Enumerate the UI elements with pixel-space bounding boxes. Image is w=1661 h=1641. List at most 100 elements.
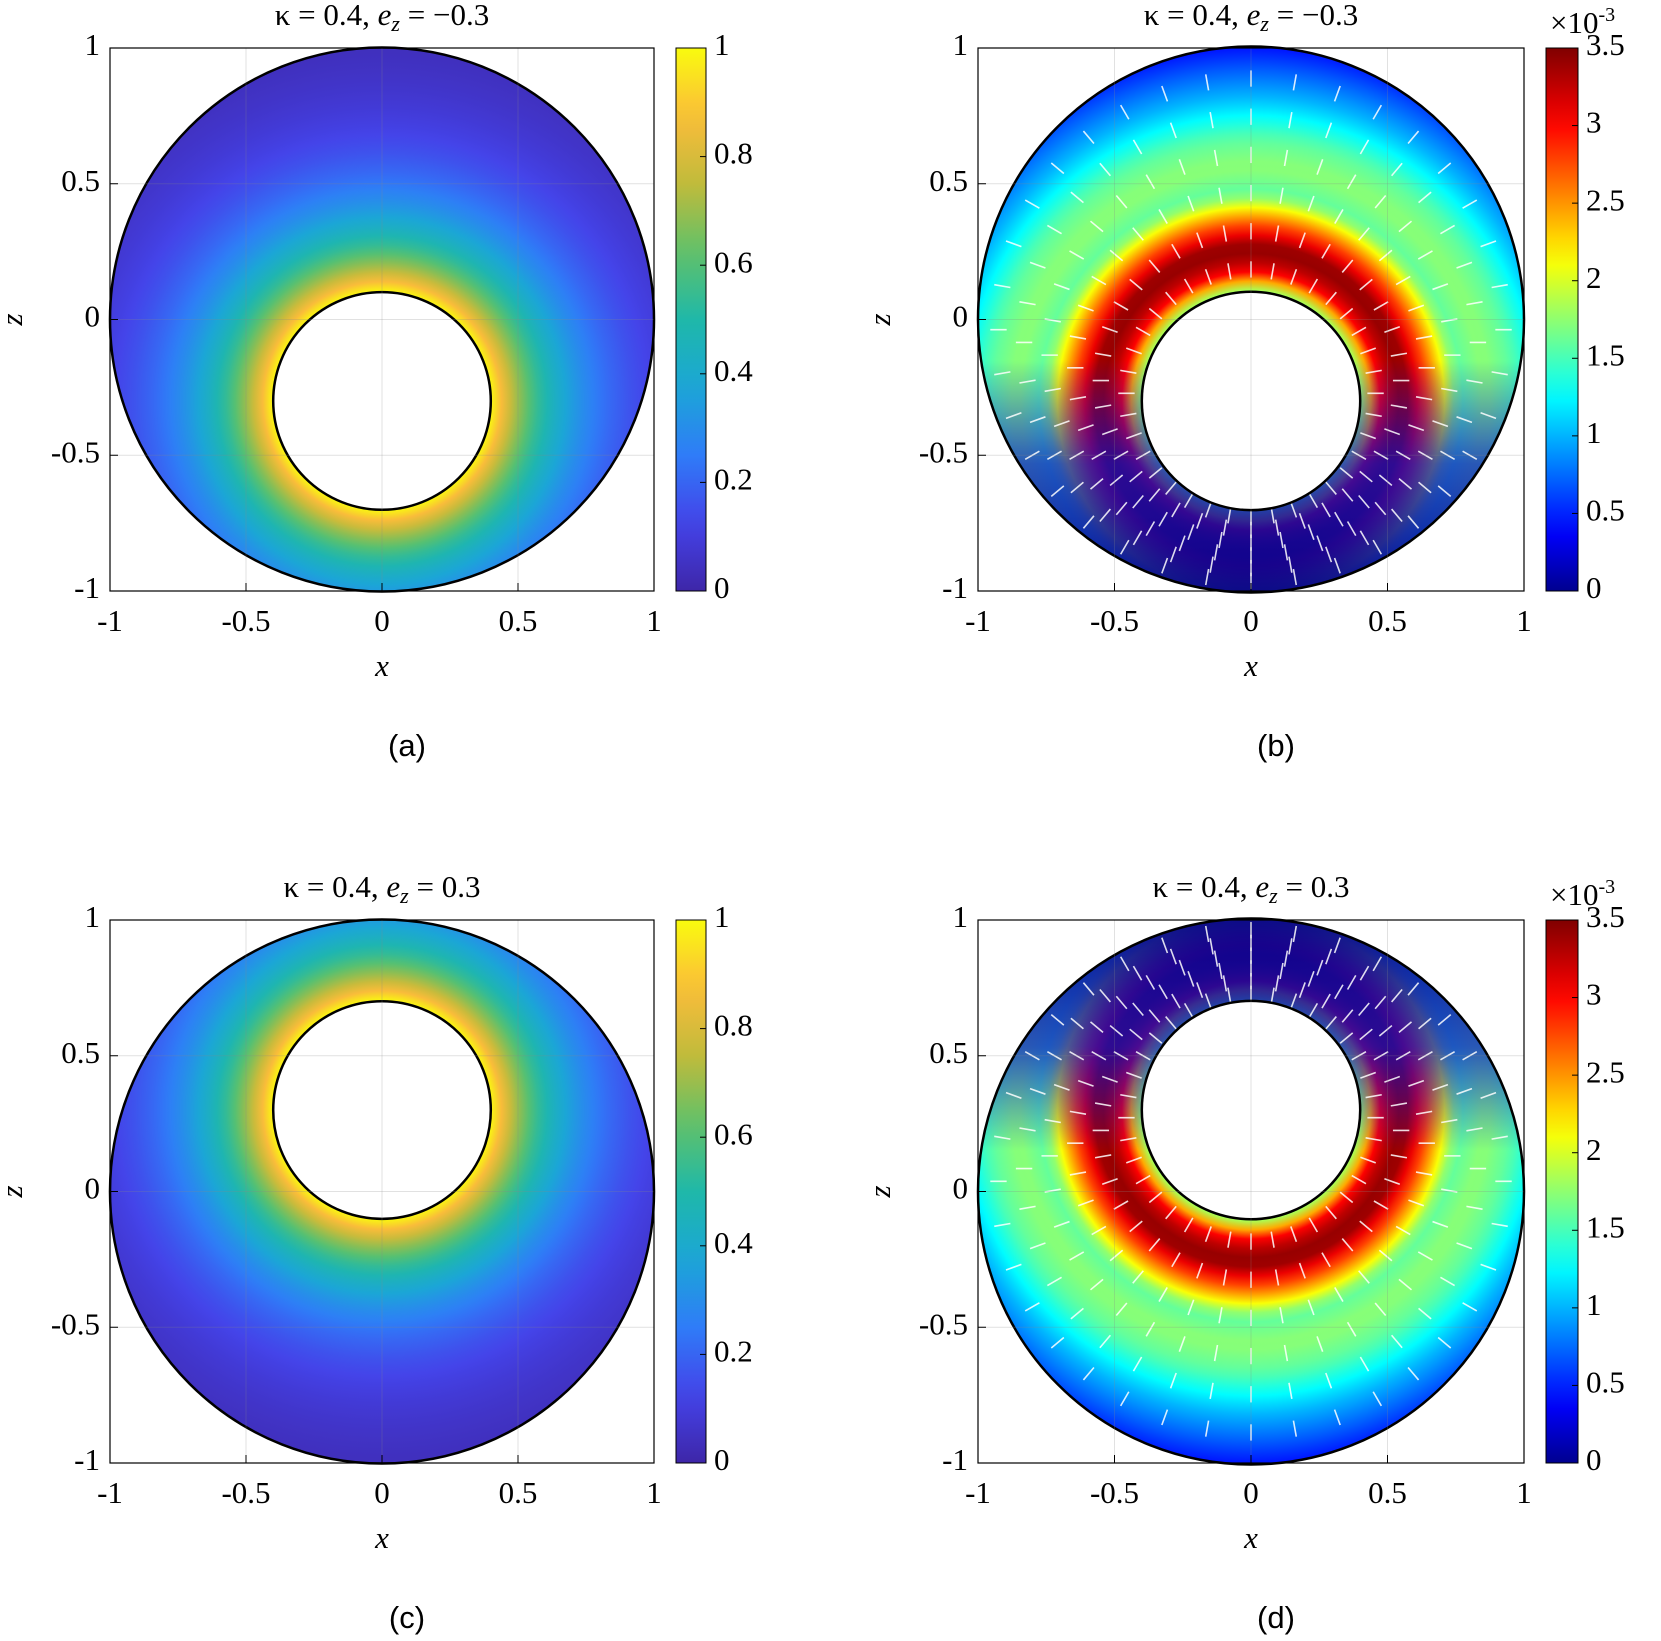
flow-arrow	[1374, 501, 1387, 516]
flow-arrow	[1290, 993, 1298, 1010]
flow-arrow	[1480, 412, 1497, 420]
flow-arrow	[1165, 1205, 1177, 1220]
flow-arrow	[1339, 307, 1354, 320]
flow-arrow	[1418, 481, 1432, 494]
flow-arrow	[1171, 993, 1181, 1009]
flow-arrow	[1359, 139, 1370, 155]
flow-arrow	[1091, 275, 1107, 286]
flow-arrow	[1373, 1200, 1389, 1210]
flow-arrow	[1491, 371, 1508, 376]
flow-arrow	[1316, 1336, 1324, 1352]
flow-arrow	[1279, 962, 1284, 980]
flow-arrow	[1307, 970, 1315, 987]
flow-arrow	[1456, 1087, 1473, 1095]
caption: (a)	[388, 728, 426, 763]
flow-arrow	[1274, 975, 1280, 992]
y-tick-label: 0.5	[929, 1035, 968, 1070]
flow-arrow	[1222, 1269, 1228, 1286]
flow-arrow	[1029, 1242, 1046, 1250]
colorbar-tick-label: 1	[1586, 1287, 1602, 1322]
title-prefix: κ = 0.4,	[1144, 0, 1247, 32]
x-tick-label: -0.5	[221, 603, 270, 638]
flow-arrow	[1283, 149, 1289, 167]
flow-arrow	[1115, 194, 1128, 209]
flow-arrow	[1346, 174, 1357, 190]
flow-arrow	[1365, 1136, 1382, 1142]
colorbar-tick-label: 0.6	[714, 1116, 753, 1151]
flow-arrow	[1132, 227, 1144, 241]
y-tick-label: 0	[953, 299, 969, 334]
y-tick-label: -1	[74, 1442, 100, 1477]
flow-arrow	[1109, 249, 1124, 262]
flow-arrow	[1395, 1050, 1411, 1061]
flow-arrow	[1044, 387, 1061, 393]
flow-arrow	[1158, 209, 1168, 224]
flow-arrow	[1279, 531, 1284, 549]
flow-arrow	[1227, 1231, 1232, 1248]
flow-arrow	[1077, 424, 1094, 432]
colorbar-tick-label: 1.5	[1586, 1209, 1625, 1244]
caption: (d)	[1257, 1600, 1295, 1635]
x-tick-label: -1	[97, 603, 123, 638]
flow-arrow	[1288, 111, 1293, 129]
flow-arrow	[1480, 1091, 1497, 1099]
flow-arrow	[1178, 959, 1186, 976]
flow-arrow	[1274, 1269, 1280, 1286]
flow-arrow	[1432, 283, 1449, 291]
flow-arrow	[1069, 335, 1087, 340]
y-tick-label: 0	[953, 1171, 969, 1206]
flow-arrow	[1125, 347, 1142, 355]
scale-base: ×10	[1550, 877, 1598, 912]
flow-arrow	[1321, 502, 1331, 518]
flow-arrow	[1407, 1366, 1420, 1381]
flow-arrow	[1358, 1270, 1370, 1284]
flow-arrow	[1274, 225, 1280, 242]
flow-arrow	[1384, 325, 1401, 334]
flow-arrow	[1222, 975, 1228, 992]
flow-arrow	[1053, 1083, 1070, 1091]
flow-arrow	[1120, 369, 1137, 375]
flow-arrow	[1437, 162, 1452, 175]
x-tick-label: -0.5	[221, 1475, 270, 1510]
colorbar-tick-label: 0.2	[714, 1334, 753, 1369]
flow-arrow	[1346, 975, 1357, 990]
flow-arrow	[1183, 1002, 1194, 1018]
flow-arrow	[1288, 938, 1293, 955]
flow-arrow	[1408, 424, 1425, 432]
title-subscript: z	[1268, 883, 1278, 908]
y-tick-label: 0	[85, 1171, 101, 1206]
flow-arrow	[1148, 1032, 1163, 1044]
caption: (c)	[389, 1600, 425, 1635]
title-subscript: z	[1259, 11, 1269, 36]
flow-arrow	[1390, 404, 1408, 409]
flow-arrow	[1053, 420, 1070, 428]
flow-arrow	[1418, 1017, 1432, 1030]
flow-arrow	[1077, 304, 1094, 312]
flow-arrow	[1384, 1177, 1401, 1186]
flow-arrow	[1334, 984, 1344, 1000]
flow-arrow	[1069, 1050, 1085, 1061]
flow-arrow	[1227, 987, 1232, 1004]
flow-arrow	[1341, 488, 1354, 502]
flow-arrow	[1046, 1276, 1062, 1287]
title-symbol: e	[1247, 0, 1261, 32]
flow-arrow	[1270, 987, 1275, 1004]
flow-arrow	[1120, 412, 1137, 418]
flow-arrow	[1395, 1225, 1411, 1236]
flow-arrow	[1270, 263, 1275, 280]
flow-arrow	[1360, 432, 1377, 440]
flow-arrow	[1169, 122, 1177, 139]
flow-arrow	[1069, 396, 1087, 401]
flow-arrow	[1005, 412, 1022, 420]
flow-arrow	[1070, 1017, 1084, 1030]
flow-arrow	[1050, 1014, 1065, 1026]
flow-arrow	[1029, 416, 1046, 424]
flow-arrow	[1119, 1391, 1130, 1407]
chart-title: κ = 0.4, ez = −0.3	[1144, 0, 1358, 36]
flow-arrow	[1165, 481, 1177, 495]
flow-arrow	[1113, 1200, 1129, 1210]
flow-arrow	[1358, 1002, 1370, 1017]
flow-arrow	[1418, 191, 1432, 204]
flow-arrow	[1183, 493, 1194, 509]
flow-arrow	[1432, 1220, 1449, 1228]
